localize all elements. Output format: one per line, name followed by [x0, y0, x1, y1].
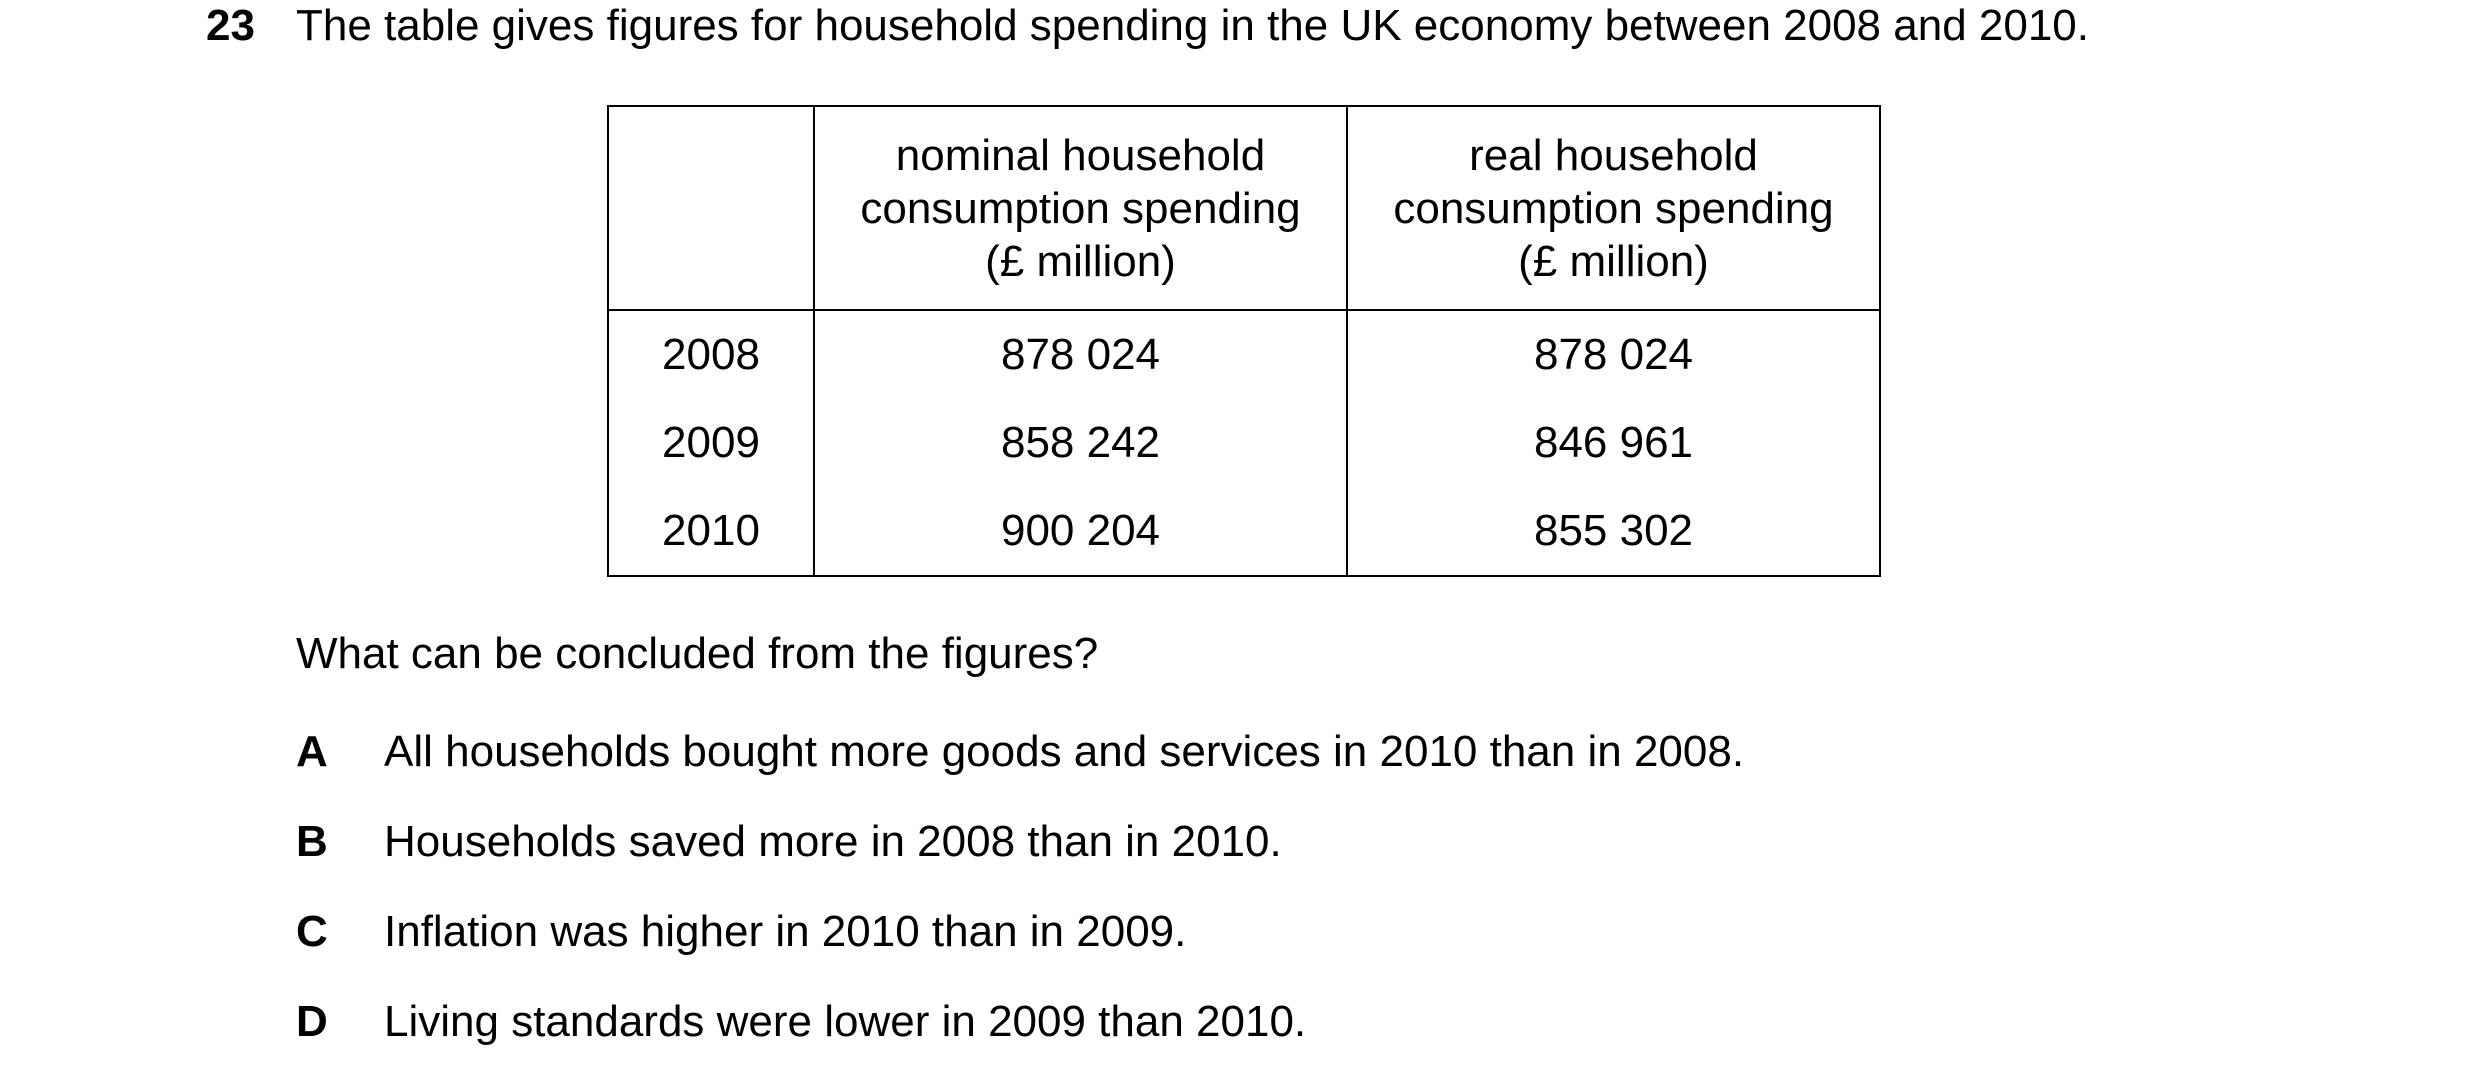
option-letter: D	[296, 997, 328, 1046]
table-header-row: nominal household consumption spending (…	[607, 105, 1881, 311]
real-cell: 878 024	[1346, 310, 1881, 399]
option-letter: A	[296, 727, 328, 776]
option-letter: C	[296, 907, 328, 956]
header-nominal-line-3: (£ million)	[985, 236, 1176, 286]
table-header-empty	[607, 105, 815, 311]
header-real-line-1: real household	[1469, 130, 1758, 180]
header-nominal-line-2: consumption spending	[860, 183, 1301, 233]
option-text: Living standards were lower in 2009 than…	[384, 997, 1307, 1046]
table-row: 2010 900 204 855 302	[607, 487, 1881, 577]
nominal-cell: 878 024	[813, 310, 1348, 399]
option-text: Households saved more in 2008 than in 20…	[384, 817, 1282, 866]
year-cell: 2009	[607, 399, 815, 487]
table-row: 2008 878 024 878 024	[607, 310, 1881, 399]
spending-table: nominal household consumption spending (…	[607, 105, 1881, 577]
real-cell: 846 961	[1346, 399, 1881, 487]
year-cell: 2008	[607, 310, 815, 399]
question-number: 23	[206, 1, 255, 50]
table-header-real: real household consumption spending (£ m…	[1346, 105, 1881, 311]
question-prompt: What can be concluded from the figures?	[296, 629, 1099, 678]
table-header-nominal: nominal household consumption spending (…	[813, 105, 1348, 311]
option-text: Inflation was higher in 2010 than in 200…	[384, 907, 1187, 956]
header-real-line-2: consumption spending	[1393, 183, 1834, 233]
option-letter: B	[296, 817, 328, 866]
option-text: All households bought more goods and ser…	[384, 727, 1745, 776]
year-cell: 2010	[607, 487, 815, 577]
real-cell: 855 302	[1346, 487, 1881, 577]
nominal-cell: 858 242	[813, 399, 1348, 487]
header-nominal-line-1: nominal household	[895, 130, 1266, 180]
question-stem: The table gives figures for household sp…	[296, 1, 2089, 50]
table-row: 2009 858 242 846 961	[607, 399, 1881, 487]
nominal-cell: 900 204	[813, 487, 1348, 577]
header-real-line-3: (£ million)	[1518, 236, 1709, 286]
